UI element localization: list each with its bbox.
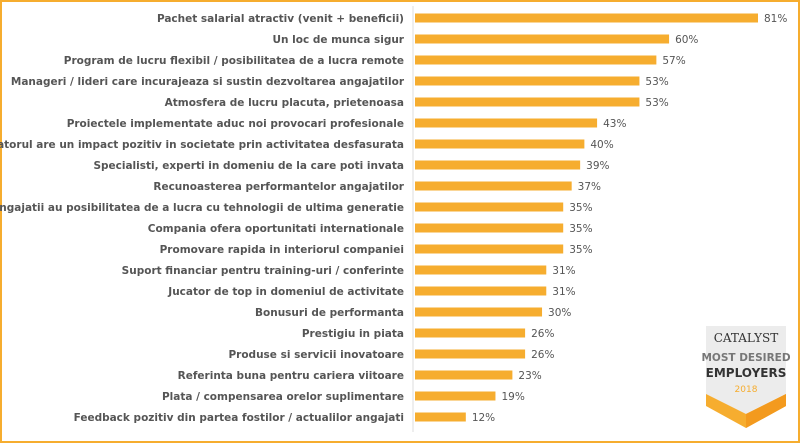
category-label: Atmosfera de lucru placuta, prietenoasa [165,97,404,109]
bar [415,265,547,275]
category-label: Referinta buna pentru cariera viitoare [178,370,404,382]
value-label: 31% [552,286,575,298]
bar [415,202,564,212]
bar [415,349,526,359]
category-label: Jucator de top in domeniul de activitate [167,286,404,298]
category-label: Plata / compensarea orelor suplimentare [162,391,404,403]
value-label: 35% [569,202,592,214]
value-label: 60% [675,34,698,46]
category-label: Recunoasterea performantelor angajatilor [153,181,404,193]
value-label: 35% [569,244,592,256]
category-label: Feedback pozitiv din partea fostilor / a… [74,412,404,424]
bar [415,139,585,149]
bar [415,181,572,191]
bar [415,97,640,107]
value-label: 39% [586,160,609,172]
category-label: Program de lucru flexibil / posibilitate… [64,55,404,67]
bar [415,76,640,86]
bar [415,307,543,317]
bar [415,55,657,65]
badge-brand: CATALYST [714,331,779,345]
value-label: 40% [590,139,613,151]
value-label: 53% [645,76,668,88]
badge-line2: EMPLOYERS [706,366,787,380]
bar [415,391,496,401]
value-label: 81% [764,13,787,25]
category-label: Produse si servicii inovatoare [228,349,404,361]
bar [415,118,598,128]
value-label: 26% [531,349,554,361]
value-label: 19% [501,391,524,403]
bar [415,370,513,380]
category-label: Manageri / lideri care incurajeaza si su… [11,76,405,88]
value-label: 53% [645,97,668,109]
category-label: Pachet salarial atractiv (venit + benefi… [157,13,404,25]
category-label: Bonusuri de performanta [255,307,404,319]
bar [415,34,670,44]
bar [415,13,758,23]
category-label: Promovare rapida in interiorul companiei [160,244,404,256]
value-label: 35% [569,223,592,235]
category-label: Specialisti, experti in domeniu de la ca… [93,160,404,172]
value-label: 12% [472,412,495,424]
category-label: Suport financiar pentru training-uri / c… [122,265,404,277]
badge-year: 2018 [735,385,758,395]
value-label: 26% [531,328,554,340]
category-label: Proiectele implementate aduc noi provoca… [67,118,404,130]
value-label: 43% [603,118,626,130]
category-label: Angajatii au posibilitatea de a lucra cu… [0,202,404,214]
bar [415,412,466,422]
value-label: 57% [662,55,685,67]
bar [415,244,564,254]
value-label: 30% [548,307,571,319]
catalyst-badge-logo: CATALYST MOST DESIRED EMPLOYERS 2018 [702,326,790,428]
bar [415,223,564,233]
category-label: Un loc de munca sigur [272,34,404,46]
bar [415,160,581,170]
category-label: Prestigiu in piata [302,328,404,340]
value-label: 37% [578,181,601,193]
category-label: Compania ofera oportunitati internationa… [148,223,404,235]
category-label: Angajatorul are un impact pozitiv in soc… [0,139,404,151]
bar [415,328,526,338]
value-label: 31% [552,265,575,277]
value-label: 23% [518,370,541,382]
badge-line1: MOST DESIRED [702,352,790,364]
bar [415,286,547,296]
